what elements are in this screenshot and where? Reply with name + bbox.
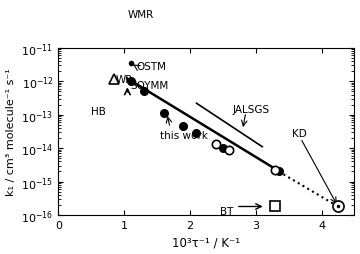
Text: WMR: WMR [128, 10, 154, 20]
Text: BT: BT [220, 207, 233, 216]
Text: this work: this work [160, 130, 208, 140]
Text: JALSGS: JALSGS [233, 104, 270, 114]
Text: KD: KD [292, 129, 307, 139]
Text: OSTM: OSTM [136, 62, 166, 72]
X-axis label: 10³τ⁻¹ / K⁻¹: 10³τ⁻¹ / K⁻¹ [172, 235, 240, 248]
Y-axis label: k₁ / cm³ molecule⁻¹ s⁻¹: k₁ / cm³ molecule⁻¹ s⁻¹ [5, 68, 15, 196]
Text: SOYMM: SOYMM [131, 81, 169, 90]
Text: HB: HB [91, 106, 106, 116]
Text: WR: WR [116, 74, 133, 84]
